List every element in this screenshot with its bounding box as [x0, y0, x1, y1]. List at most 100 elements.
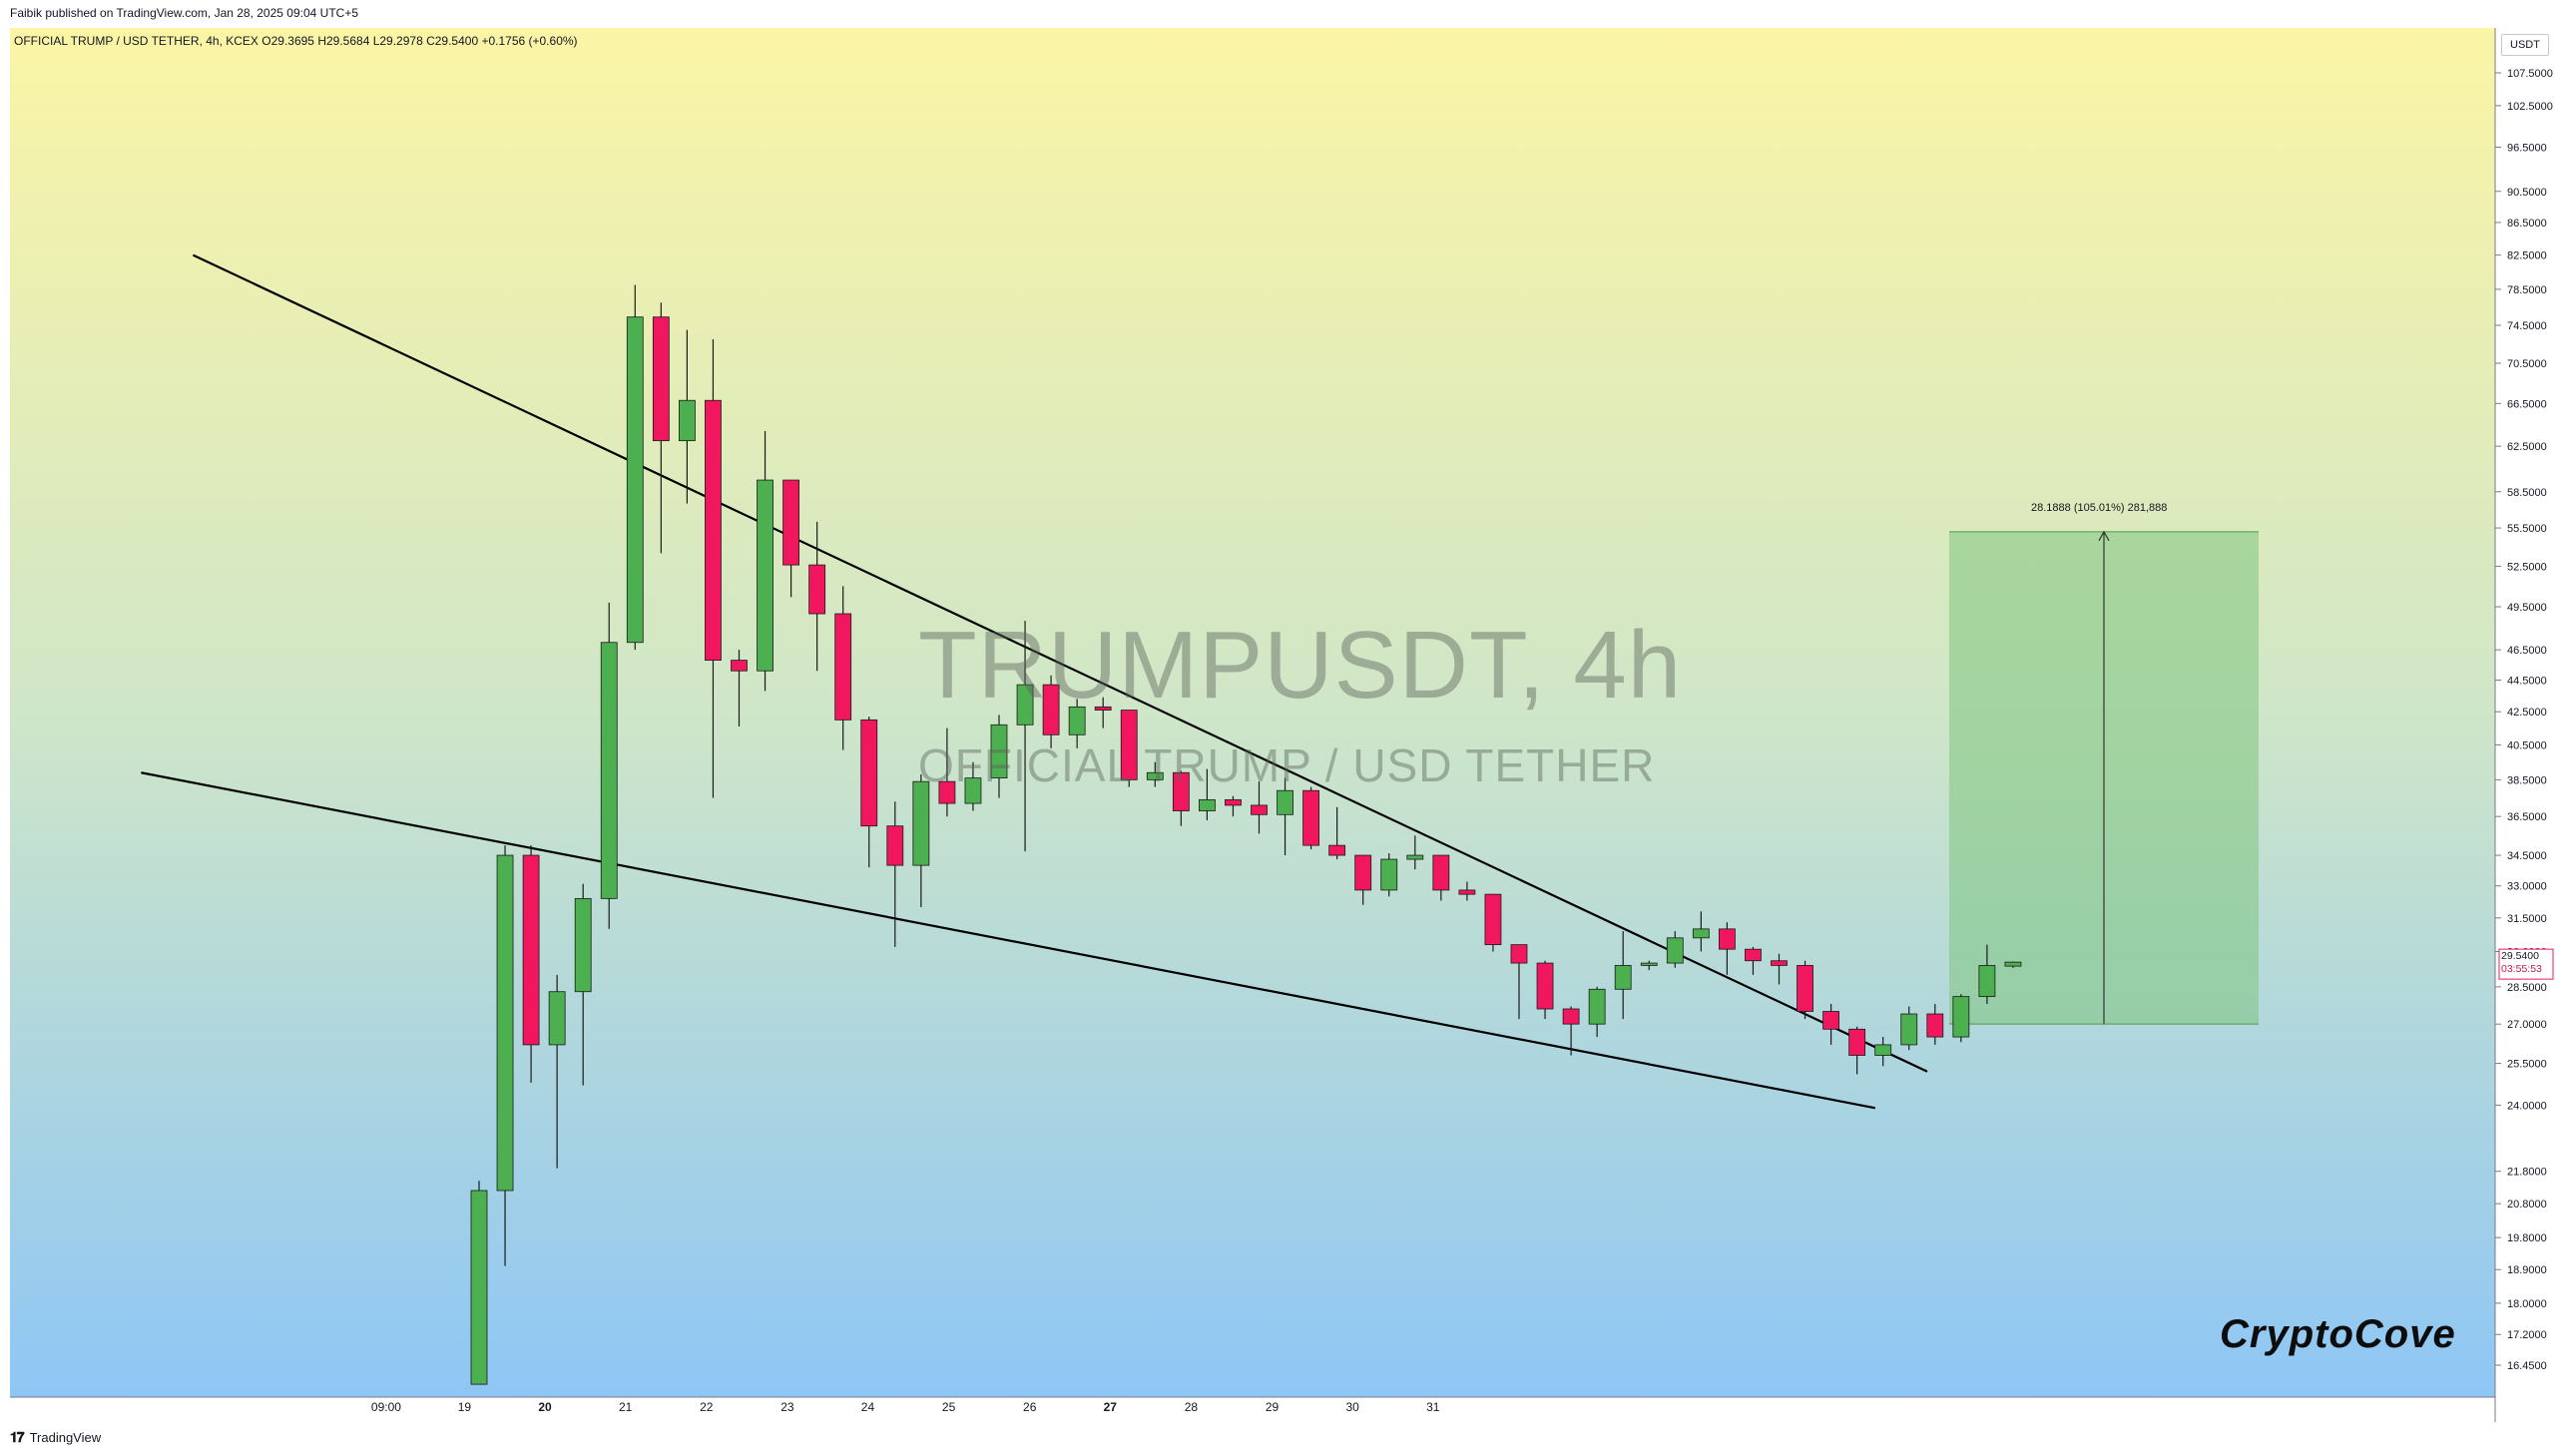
- price-tick-label: 66.5000: [2507, 398, 2547, 410]
- candle[interactable]: [1016, 621, 1034, 852]
- price-tick-label: 21.8000: [2507, 1167, 2547, 1179]
- price-tick-label: 49.5000: [2507, 602, 2547, 614]
- candle[interactable]: [912, 774, 930, 907]
- candle[interactable]: [1120, 710, 1138, 787]
- candle[interactable]: [808, 521, 826, 672]
- candle-body: [808, 564, 826, 615]
- candle[interactable]: [496, 845, 514, 1266]
- candle[interactable]: [652, 302, 670, 554]
- candle[interactable]: [1562, 1006, 1580, 1056]
- candle[interactable]: [1874, 1037, 1892, 1067]
- time-tick-label: 21: [619, 1400, 633, 1414]
- measure-tool-label[interactable]: 28.1888 (105.01%) 281,888: [2031, 502, 2168, 514]
- price-tick-label: 31.5000: [2507, 913, 2547, 925]
- price-tick-label: 70.5000: [2507, 358, 2547, 370]
- candle[interactable]: [1277, 777, 1293, 856]
- time-tick-label: 31: [1426, 1400, 1440, 1414]
- current-price-flag: 29.5400 03:55:53: [2501, 950, 2553, 976]
- upper-trendline[interactable]: [192, 253, 1928, 1073]
- candle[interactable]: [938, 728, 956, 817]
- candle[interactable]: [860, 717, 878, 868]
- price-tick-label: 33.0000: [2507, 881, 2547, 893]
- candle[interactable]: [2004, 961, 2022, 968]
- candle[interactable]: [522, 845, 540, 1083]
- candle[interactable]: [1094, 697, 1112, 728]
- candle[interactable]: [1848, 1026, 1866, 1075]
- candle[interactable]: [1432, 854, 1450, 901]
- candle-body: [1719, 928, 1736, 950]
- candle[interactable]: [679, 329, 696, 504]
- candle-body: [1328, 844, 1346, 856]
- candle[interactable]: [1926, 1004, 1944, 1045]
- candle[interactable]: [1900, 1006, 1918, 1051]
- candle[interactable]: [574, 883, 592, 1086]
- price-axis-background: [2495, 28, 2575, 1425]
- price-tick-label: 74.5000: [2507, 320, 2547, 332]
- candle[interactable]: [1952, 994, 1970, 1043]
- candle[interactable]: [1302, 786, 1319, 850]
- time-tick-label: 24: [861, 1400, 875, 1414]
- price-tick-label: 18.0000: [2507, 1298, 2547, 1310]
- candle[interactable]: [990, 715, 1008, 798]
- candle-body: [1380, 858, 1398, 891]
- tradingview-footer[interactable]: 𝟏𝟕 TradingView: [10, 1429, 101, 1446]
- candle[interactable]: [1692, 911, 1710, 952]
- currency-badge[interactable]: USDT: [2501, 34, 2549, 56]
- candle[interactable]: [1354, 854, 1372, 905]
- time-axis[interactable]: 09:00 19 20 21 22 23 24 25 26 27 28 29 30 31: [371, 1400, 1440, 1414]
- candle-body: [731, 660, 748, 672]
- target-zone-layer: [1949, 530, 2259, 1025]
- candle[interactable]: [1822, 1004, 1839, 1045]
- candle[interactable]: [1251, 781, 1268, 834]
- candle[interactable]: [1172, 770, 1190, 826]
- time-tick-label: 26: [1023, 1400, 1037, 1414]
- price-tick-label: 52.5000: [2507, 561, 2547, 573]
- price-tick-label: 19.8000: [2507, 1232, 2547, 1244]
- candle[interactable]: [1771, 953, 1788, 985]
- candle[interactable]: [1719, 922, 1736, 975]
- candle[interactable]: [731, 650, 748, 727]
- candle[interactable]: [1406, 835, 1424, 870]
- candle[interactable]: [1146, 761, 1164, 787]
- candle[interactable]: [1614, 931, 1632, 1020]
- candle[interactable]: [1510, 944, 1528, 1020]
- price-tick-label: 16.4500: [2507, 1360, 2547, 1372]
- candle[interactable]: [1797, 960, 1813, 1020]
- candle[interactable]: [1588, 986, 1606, 1038]
- time-tick-label: 19: [458, 1400, 472, 1414]
- candle[interactable]: [1666, 931, 1684, 968]
- candle[interactable]: [834, 586, 852, 750]
- candle[interactable]: [1484, 893, 1502, 952]
- candle[interactable]: [600, 602, 618, 929]
- candle[interactable]: [1978, 944, 1996, 1005]
- candle[interactable]: [964, 761, 982, 811]
- candle-body: [548, 991, 566, 1046]
- candle[interactable]: [548, 974, 566, 1169]
- lower-trendline[interactable]: [141, 771, 1876, 1110]
- candle[interactable]: [1199, 768, 1216, 820]
- price-tick-label: 25.5000: [2507, 1059, 2547, 1071]
- candle[interactable]: [1745, 946, 1762, 975]
- candle[interactable]: [886, 801, 904, 947]
- candle[interactable]: [1068, 699, 1086, 748]
- price-tick-label: 44.5000: [2507, 675, 2547, 687]
- candle[interactable]: [1328, 806, 1346, 860]
- price-axis[interactable]: 107.5000 102.5000 96.5000 90.5000 86.5000 82.…: [2495, 28, 2575, 1425]
- time-tick-label: 22: [700, 1400, 714, 1414]
- candle[interactable]: [1640, 960, 1658, 971]
- candle[interactable]: [470, 1181, 488, 1385]
- candle[interactable]: [1380, 853, 1398, 897]
- candle[interactable]: [757, 430, 773, 692]
- candle[interactable]: [782, 479, 799, 598]
- time-tick-label: 25: [942, 1400, 956, 1414]
- candle[interactable]: [705, 339, 722, 798]
- candle[interactable]: [1225, 795, 1242, 817]
- candle[interactable]: [626, 284, 644, 651]
- symbol-ohlc-legend[interactable]: OFFICIAL TRUMP / USD TETHER, 4h, KCEX O2…: [14, 34, 578, 48]
- candle-body: [1458, 889, 1476, 895]
- price-tick-label: 17.2000: [2507, 1329, 2547, 1341]
- candle[interactable]: [1458, 881, 1476, 901]
- candle[interactable]: [1536, 960, 1554, 1020]
- candle[interactable]: [1042, 675, 1060, 748]
